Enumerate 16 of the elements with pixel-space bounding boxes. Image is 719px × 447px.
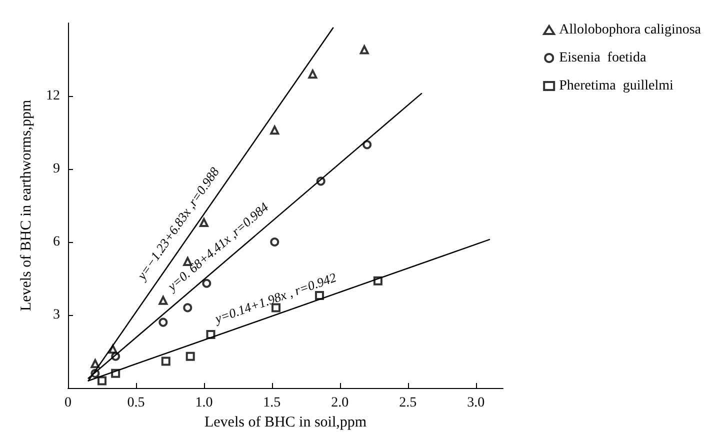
- y-tick-label: 6: [53, 234, 60, 250]
- x-tick-label: 0: [64, 396, 72, 410]
- legend-label: Eisenia foetida: [559, 50, 647, 66]
- x-axis-title: Levels of BHC in soil,ppm: [204, 414, 367, 430]
- y-tick-label: 12: [46, 88, 60, 104]
- x-tick-label: 2.5: [399, 396, 417, 410]
- x-tick-label: 1.0: [195, 396, 213, 410]
- y-tick-label: 9: [53, 162, 60, 176]
- legend-label: Allolobophora caliginosa: [559, 22, 702, 38]
- x-tick-label: 3.0: [467, 396, 485, 410]
- x-tick-label: 0.5: [127, 396, 145, 410]
- legend-label: Pheretima guillelmi: [559, 78, 674, 94]
- x-tick-label: 2.0: [331, 396, 349, 410]
- x-tick-label: 1.5: [263, 396, 281, 410]
- y-tick-label: 3: [53, 308, 60, 322]
- y-axis-title: Levels of BHC in earthworms,ppm: [18, 100, 34, 312]
